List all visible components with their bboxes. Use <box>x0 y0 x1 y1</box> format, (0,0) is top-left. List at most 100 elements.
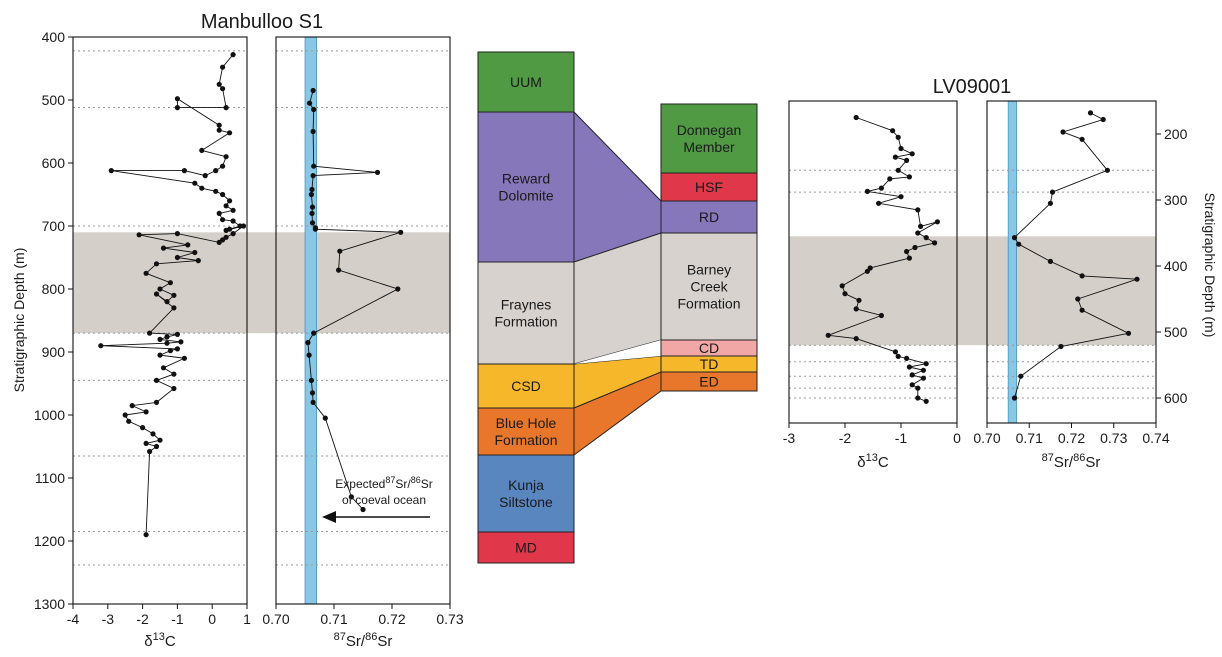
x-tick-label-m_c13: -2 <box>136 611 149 627</box>
data-point <box>920 367 927 373</box>
data-point <box>915 395 921 401</box>
data-point <box>153 291 160 297</box>
x-tick-label-m_sr: 0.71 <box>320 611 347 627</box>
data-point <box>906 174 913 180</box>
data-point <box>1058 343 1064 350</box>
data-series <box>98 52 1140 538</box>
lv-label-CD: CD <box>699 340 719 356</box>
data-point <box>216 81 222 87</box>
lv-label-ED: ED <box>699 374 718 390</box>
data-point <box>360 506 366 513</box>
data-point <box>310 128 316 135</box>
data-point <box>306 352 312 358</box>
data-point <box>915 385 921 391</box>
data-point <box>213 168 219 174</box>
data-point <box>167 348 173 354</box>
data-point <box>164 340 170 346</box>
x-tick-label-m_c13: -1 <box>171 611 184 627</box>
data-point <box>904 248 910 255</box>
data-point <box>216 239 222 245</box>
data-point <box>864 188 871 194</box>
data-point <box>892 349 899 355</box>
data-point <box>143 409 149 415</box>
data-point <box>912 244 918 251</box>
x-tick-label-m_sr: 0.70 <box>262 611 289 627</box>
data-point <box>199 147 205 153</box>
data-point <box>853 114 859 121</box>
data-point <box>895 134 901 140</box>
l-depth-tick-label: 200 <box>1164 126 1188 142</box>
data-point <box>164 299 170 305</box>
data-point <box>171 385 177 392</box>
data-point <box>923 361 929 367</box>
data-point <box>230 231 236 237</box>
x-tick-label-l_c13: -3 <box>783 430 796 446</box>
data-point <box>895 167 901 173</box>
data-point <box>842 291 848 297</box>
data-point <box>348 494 354 500</box>
m-depth-tick-label: 1000 <box>34 407 65 423</box>
correlation-band <box>574 372 661 455</box>
x-tick-label-l_c13: -1 <box>895 430 908 446</box>
data-point <box>160 365 167 371</box>
xlabel-m-sr: 87Sr/86Sr <box>334 631 393 650</box>
data-point <box>153 399 160 405</box>
data-point <box>223 227 229 233</box>
data-point <box>310 173 316 179</box>
lv-block-RD2 <box>660 200 758 234</box>
data-point <box>181 355 187 361</box>
manbulloo-label-FF: Fraynes <box>501 297 552 313</box>
lv-label-HSF: HSF <box>695 179 723 195</box>
data-point <box>171 305 177 311</box>
lv-label-DM: Donnegan <box>677 122 742 138</box>
m-depth-tick-label: 700 <box>42 218 66 234</box>
data-point <box>309 210 315 216</box>
data-point <box>1018 373 1024 379</box>
series-line-lv-sr-panel <box>1013 112 1138 399</box>
data-point <box>140 425 146 431</box>
ocean-band-manbulloo-sr-panel <box>304 36 317 605</box>
data-point <box>1087 110 1094 116</box>
data-point <box>213 188 219 194</box>
x-tick-label-l_sr: 0.72 <box>1058 430 1085 446</box>
data-point <box>1104 167 1110 173</box>
data-point <box>167 280 173 286</box>
xlabel-m-d13c: δ13C <box>144 631 176 650</box>
data-point <box>147 448 153 455</box>
data-point <box>147 330 153 336</box>
data-point <box>374 169 381 175</box>
xlabel-l-d13c: δ13C <box>857 452 889 471</box>
x-tick-label-m_sr: 0.73 <box>436 611 463 627</box>
correlation-line <box>573 371 662 409</box>
data-point <box>1079 273 1085 279</box>
lv-label-BCF: Formation <box>677 296 740 312</box>
correlation-line <box>573 232 662 263</box>
x-tick-label-m_c13: 0 <box>208 611 216 627</box>
data-point <box>839 283 845 289</box>
data-point <box>192 249 198 256</box>
lv-d13c-panel-frame <box>788 100 958 424</box>
data-point <box>336 267 342 273</box>
data-point <box>126 418 132 424</box>
data-point <box>220 86 226 92</box>
manbulloo-label-BH: Blue Hole <box>496 415 557 431</box>
data-point <box>108 168 114 174</box>
data-point <box>181 168 187 174</box>
data-point <box>909 372 915 378</box>
manbulloo-label-CSD: CSD <box>511 378 541 394</box>
data-point <box>174 331 180 337</box>
m-depth-tick-label: 800 <box>42 281 66 297</box>
data-point <box>309 186 315 193</box>
data-point <box>918 223 924 229</box>
data-point <box>157 286 163 292</box>
data-point <box>898 194 904 200</box>
ylabel-right: Stratigraphic Depth (m) <box>1202 193 1218 338</box>
data-point <box>174 231 180 237</box>
manbulloo-sr-panel-frame <box>275 36 451 605</box>
data-point <box>892 154 899 160</box>
data-point <box>309 390 316 396</box>
data-point <box>311 163 317 169</box>
data-point <box>1060 129 1066 135</box>
lv-label-RD2: RD <box>699 209 719 225</box>
data-point <box>157 336 163 342</box>
